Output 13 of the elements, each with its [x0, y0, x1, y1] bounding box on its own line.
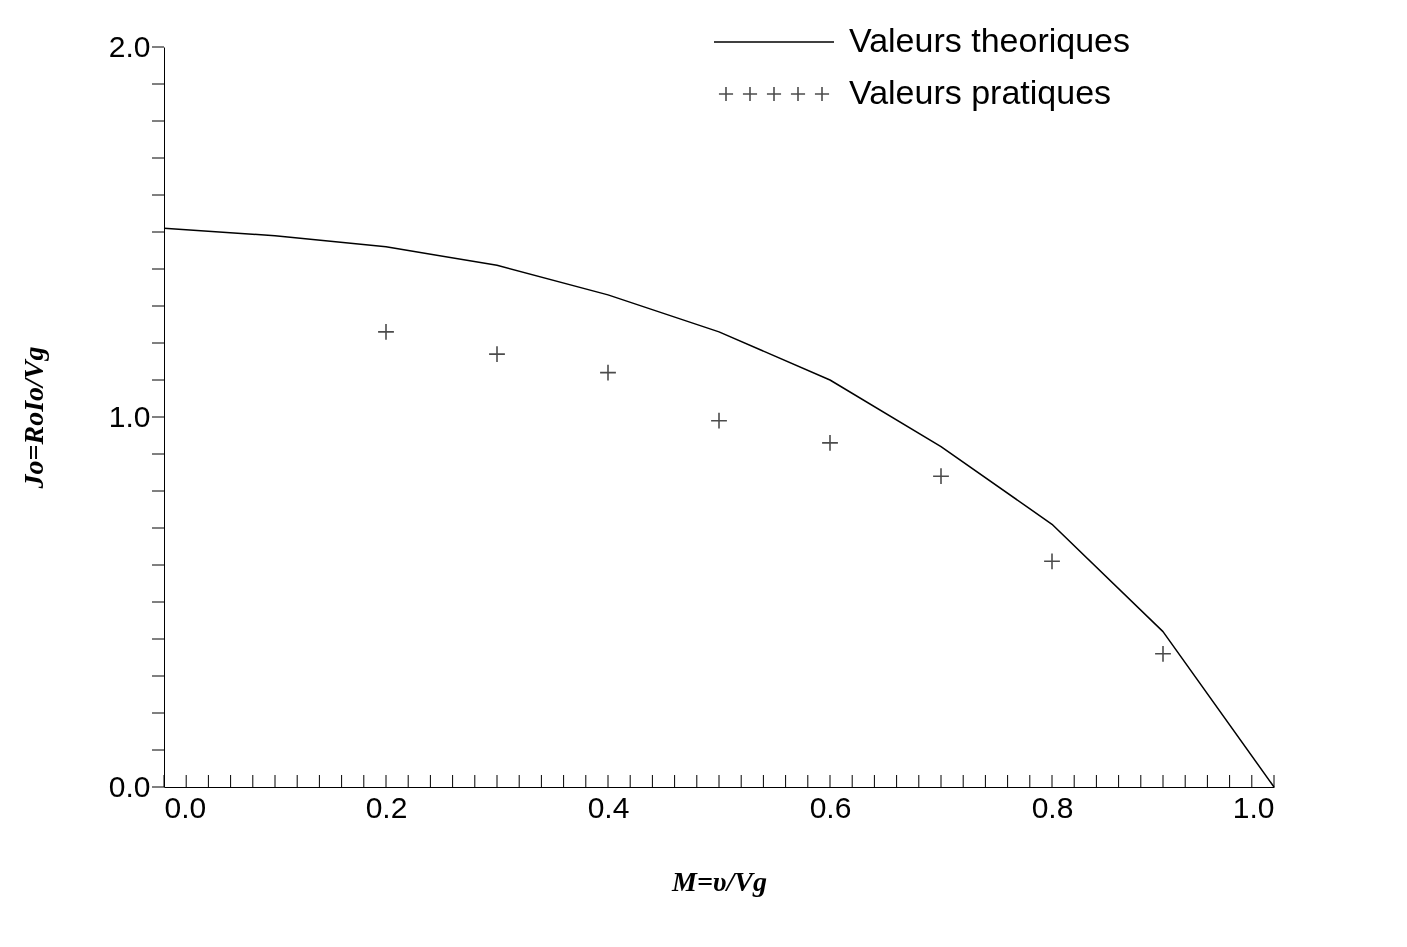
x-tick-label: 0.2 [365, 790, 408, 824]
x-tick-label: 1.0 [1232, 790, 1275, 824]
x-tick-label: 0.0 [164, 790, 207, 824]
y-axis-title: Jo=RoIo/Vg [17, 346, 49, 490]
legend-label: Valeurs theoriques [849, 21, 1130, 59]
x-tick-label: 0.6 [809, 790, 852, 824]
y-tick-label: 2.0 [108, 29, 151, 63]
y-tick-label: 1.0 [108, 399, 151, 433]
x-tick-label: 0.4 [587, 790, 630, 824]
legend-label: Valeurs pratiques [849, 73, 1112, 111]
x-tick-label: 0.8 [1031, 790, 1074, 824]
y-tick-label: 0.0 [108, 769, 151, 803]
x-axis-title: M=υ/Vg [670, 865, 768, 897]
